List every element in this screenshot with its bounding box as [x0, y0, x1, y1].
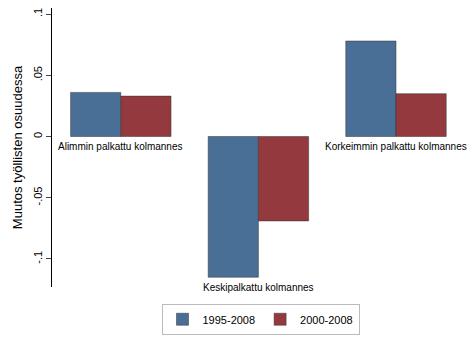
- svg-text:1995-2008: 1995-2008: [203, 314, 256, 326]
- svg-text:.1: .1: [32, 8, 44, 17]
- svg-text:.05: .05: [32, 66, 44, 81]
- svg-text:2000-2008: 2000-2008: [300, 314, 353, 326]
- svg-text:Muutos työllisten osuudessa: Muutos työllisten osuudessa: [10, 65, 25, 229]
- svg-text:0: 0: [32, 132, 44, 138]
- svg-text:-.05: -.05: [32, 187, 44, 206]
- svg-text:Alimmin palkattu kolmannes: Alimmin palkattu kolmannes: [58, 141, 183, 152]
- svg-text:Korkeimmin palkattu kolmannes: Korkeimmin palkattu kolmannes: [325, 141, 467, 152]
- svg-text:-.1: -.1: [32, 251, 44, 264]
- svg-text:Keskipalkattu kolmannes: Keskipalkattu kolmannes: [203, 282, 314, 293]
